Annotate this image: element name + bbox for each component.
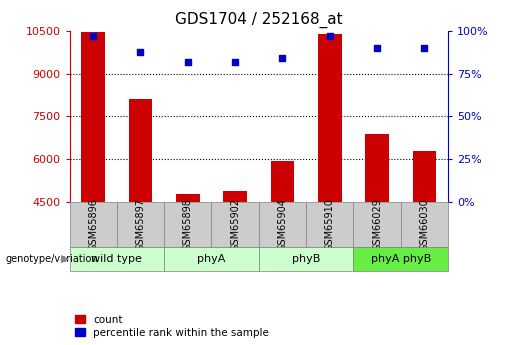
Bar	[259, 202, 306, 247]
Bar	[353, 247, 448, 271]
Bar	[365, 134, 389, 202]
Text: GSM65902: GSM65902	[230, 198, 240, 251]
Legend: count, percentile rank within the sample: count, percentile rank within the sample	[75, 315, 269, 338]
Text: GSM66030: GSM66030	[419, 198, 430, 250]
Text: GSM66029: GSM66029	[372, 198, 382, 251]
Bar	[70, 202, 117, 247]
Text: GSM65910: GSM65910	[325, 198, 335, 251]
Bar	[259, 247, 353, 271]
Text: ▶: ▶	[61, 254, 70, 264]
Point	[231, 59, 239, 65]
Bar	[306, 202, 353, 247]
Bar	[129, 99, 152, 202]
Text: GSM65897: GSM65897	[135, 198, 146, 251]
Bar	[413, 151, 436, 202]
Point	[184, 59, 192, 65]
Bar	[401, 202, 448, 247]
Bar	[164, 247, 259, 271]
Text: phyB: phyB	[292, 254, 320, 264]
Point	[278, 56, 286, 61]
Text: phyA phyB: phyA phyB	[371, 254, 431, 264]
Point	[373, 46, 381, 51]
Text: GSM65896: GSM65896	[88, 198, 98, 251]
Text: GSM65904: GSM65904	[278, 198, 287, 251]
Point	[136, 49, 145, 54]
Text: wild type: wild type	[91, 254, 142, 264]
Bar	[176, 194, 200, 202]
Bar	[81, 32, 105, 202]
Bar	[70, 247, 164, 271]
Title: GDS1704 / 252168_at: GDS1704 / 252168_at	[175, 12, 342, 28]
Text: GSM65898: GSM65898	[183, 198, 193, 251]
Bar	[318, 34, 341, 202]
Bar	[164, 202, 212, 247]
Text: genotype/variation: genotype/variation	[5, 254, 98, 264]
Point	[325, 33, 334, 39]
Bar	[270, 161, 294, 202]
Point	[89, 33, 97, 39]
Bar	[353, 202, 401, 247]
Bar	[117, 202, 164, 247]
Point	[420, 46, 428, 51]
Bar	[224, 191, 247, 202]
Text: phyA: phyA	[197, 254, 226, 264]
Bar	[212, 202, 259, 247]
